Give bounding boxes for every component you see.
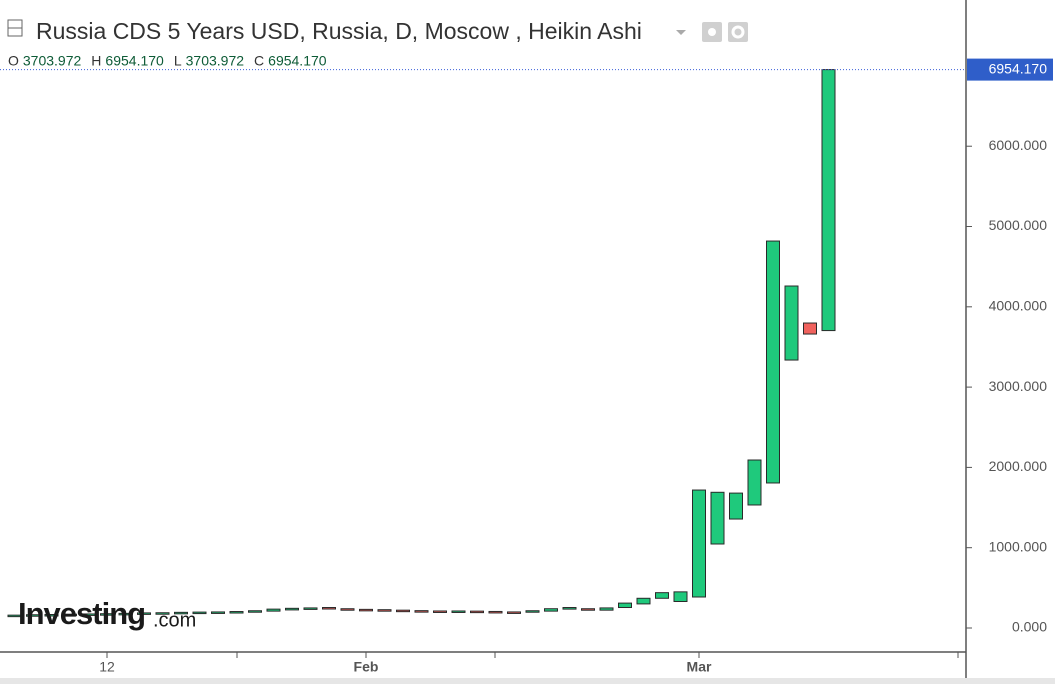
candle [803,322,817,335]
last-price-badge [967,58,1053,81]
candle [229,611,244,614]
y-tick-label: 1000.000 [989,538,1048,554]
candle [340,608,355,611]
dropdown-arrow[interactable] [676,30,686,35]
x-tick-label: Feb [354,659,379,675]
y-tick-label: 6000.000 [989,137,1048,153]
candle [525,610,540,613]
candle [784,285,799,361]
candle [174,611,188,615]
candle [248,610,262,613]
candle [544,608,558,612]
y-tick-label: 5000.000 [989,217,1048,233]
candle [155,612,170,615]
watermark-brand: Investing [18,596,145,631]
candle [118,612,133,616]
ohlc-key: L [174,53,182,69]
candle [599,607,614,611]
ohlc-key: C [254,53,264,69]
candle [692,489,706,598]
candle [322,607,336,610]
candle [729,492,743,520]
settings-icon-gear [731,25,745,39]
watermark: Investing .com [18,596,196,631]
candle [285,607,299,611]
visibility-icon-eye [708,28,716,36]
x-tick-label: 12 [99,659,115,675]
y-tick-label: 4000.000 [989,298,1048,314]
settings-icon[interactable] [728,22,748,42]
candle [137,612,151,615]
candle [821,69,836,332]
ohlc-key: O [8,53,19,69]
candle [26,614,40,617]
candle [581,608,595,611]
candle [100,613,114,616]
candle [377,609,392,612]
candle [655,592,669,599]
candle [470,610,484,614]
candle [618,602,632,609]
candle [81,613,96,616]
y-tick-label: 3000.000 [989,378,1048,394]
candle [710,491,725,545]
candle [63,613,77,617]
candle [747,459,762,506]
candle [211,611,225,614]
last-price-label: 6954.170 [989,60,1048,76]
y-tick-label: 0.000 [1012,619,1047,635]
candle [433,610,447,613]
x-tick-label: Mar [687,659,712,675]
watermark-domain: .com [153,609,196,631]
candle [396,609,410,613]
candle [44,614,59,617]
candle [359,608,373,612]
candle [488,610,503,614]
candle [303,607,318,610]
ohlc-header: O 3703.972 H 6954.170 L 3703.972 C 6954.170 [8,53,327,69]
ohlc-key: H [91,53,101,69]
candle [192,611,207,615]
ohlc-value: 3703.972 [23,53,82,69]
y-tick-label: 2000.000 [989,458,1048,474]
ohlc-value: 6954.170 [268,53,327,69]
chart-title: Russia CDS 5 Years USD, Russia, D, Mosco… [36,18,642,44]
candle [766,240,780,484]
candle [673,591,688,602]
ohlc-value: 3703.972 [186,53,245,69]
plot-area [7,69,836,618]
candle [266,608,281,612]
ohlc-value: 6954.170 [105,53,164,69]
candle [562,607,577,610]
candle [414,610,429,613]
candle [451,610,466,613]
candle [507,611,521,614]
candle [7,614,22,618]
scrollbar [0,678,1055,684]
candle [636,597,651,605]
